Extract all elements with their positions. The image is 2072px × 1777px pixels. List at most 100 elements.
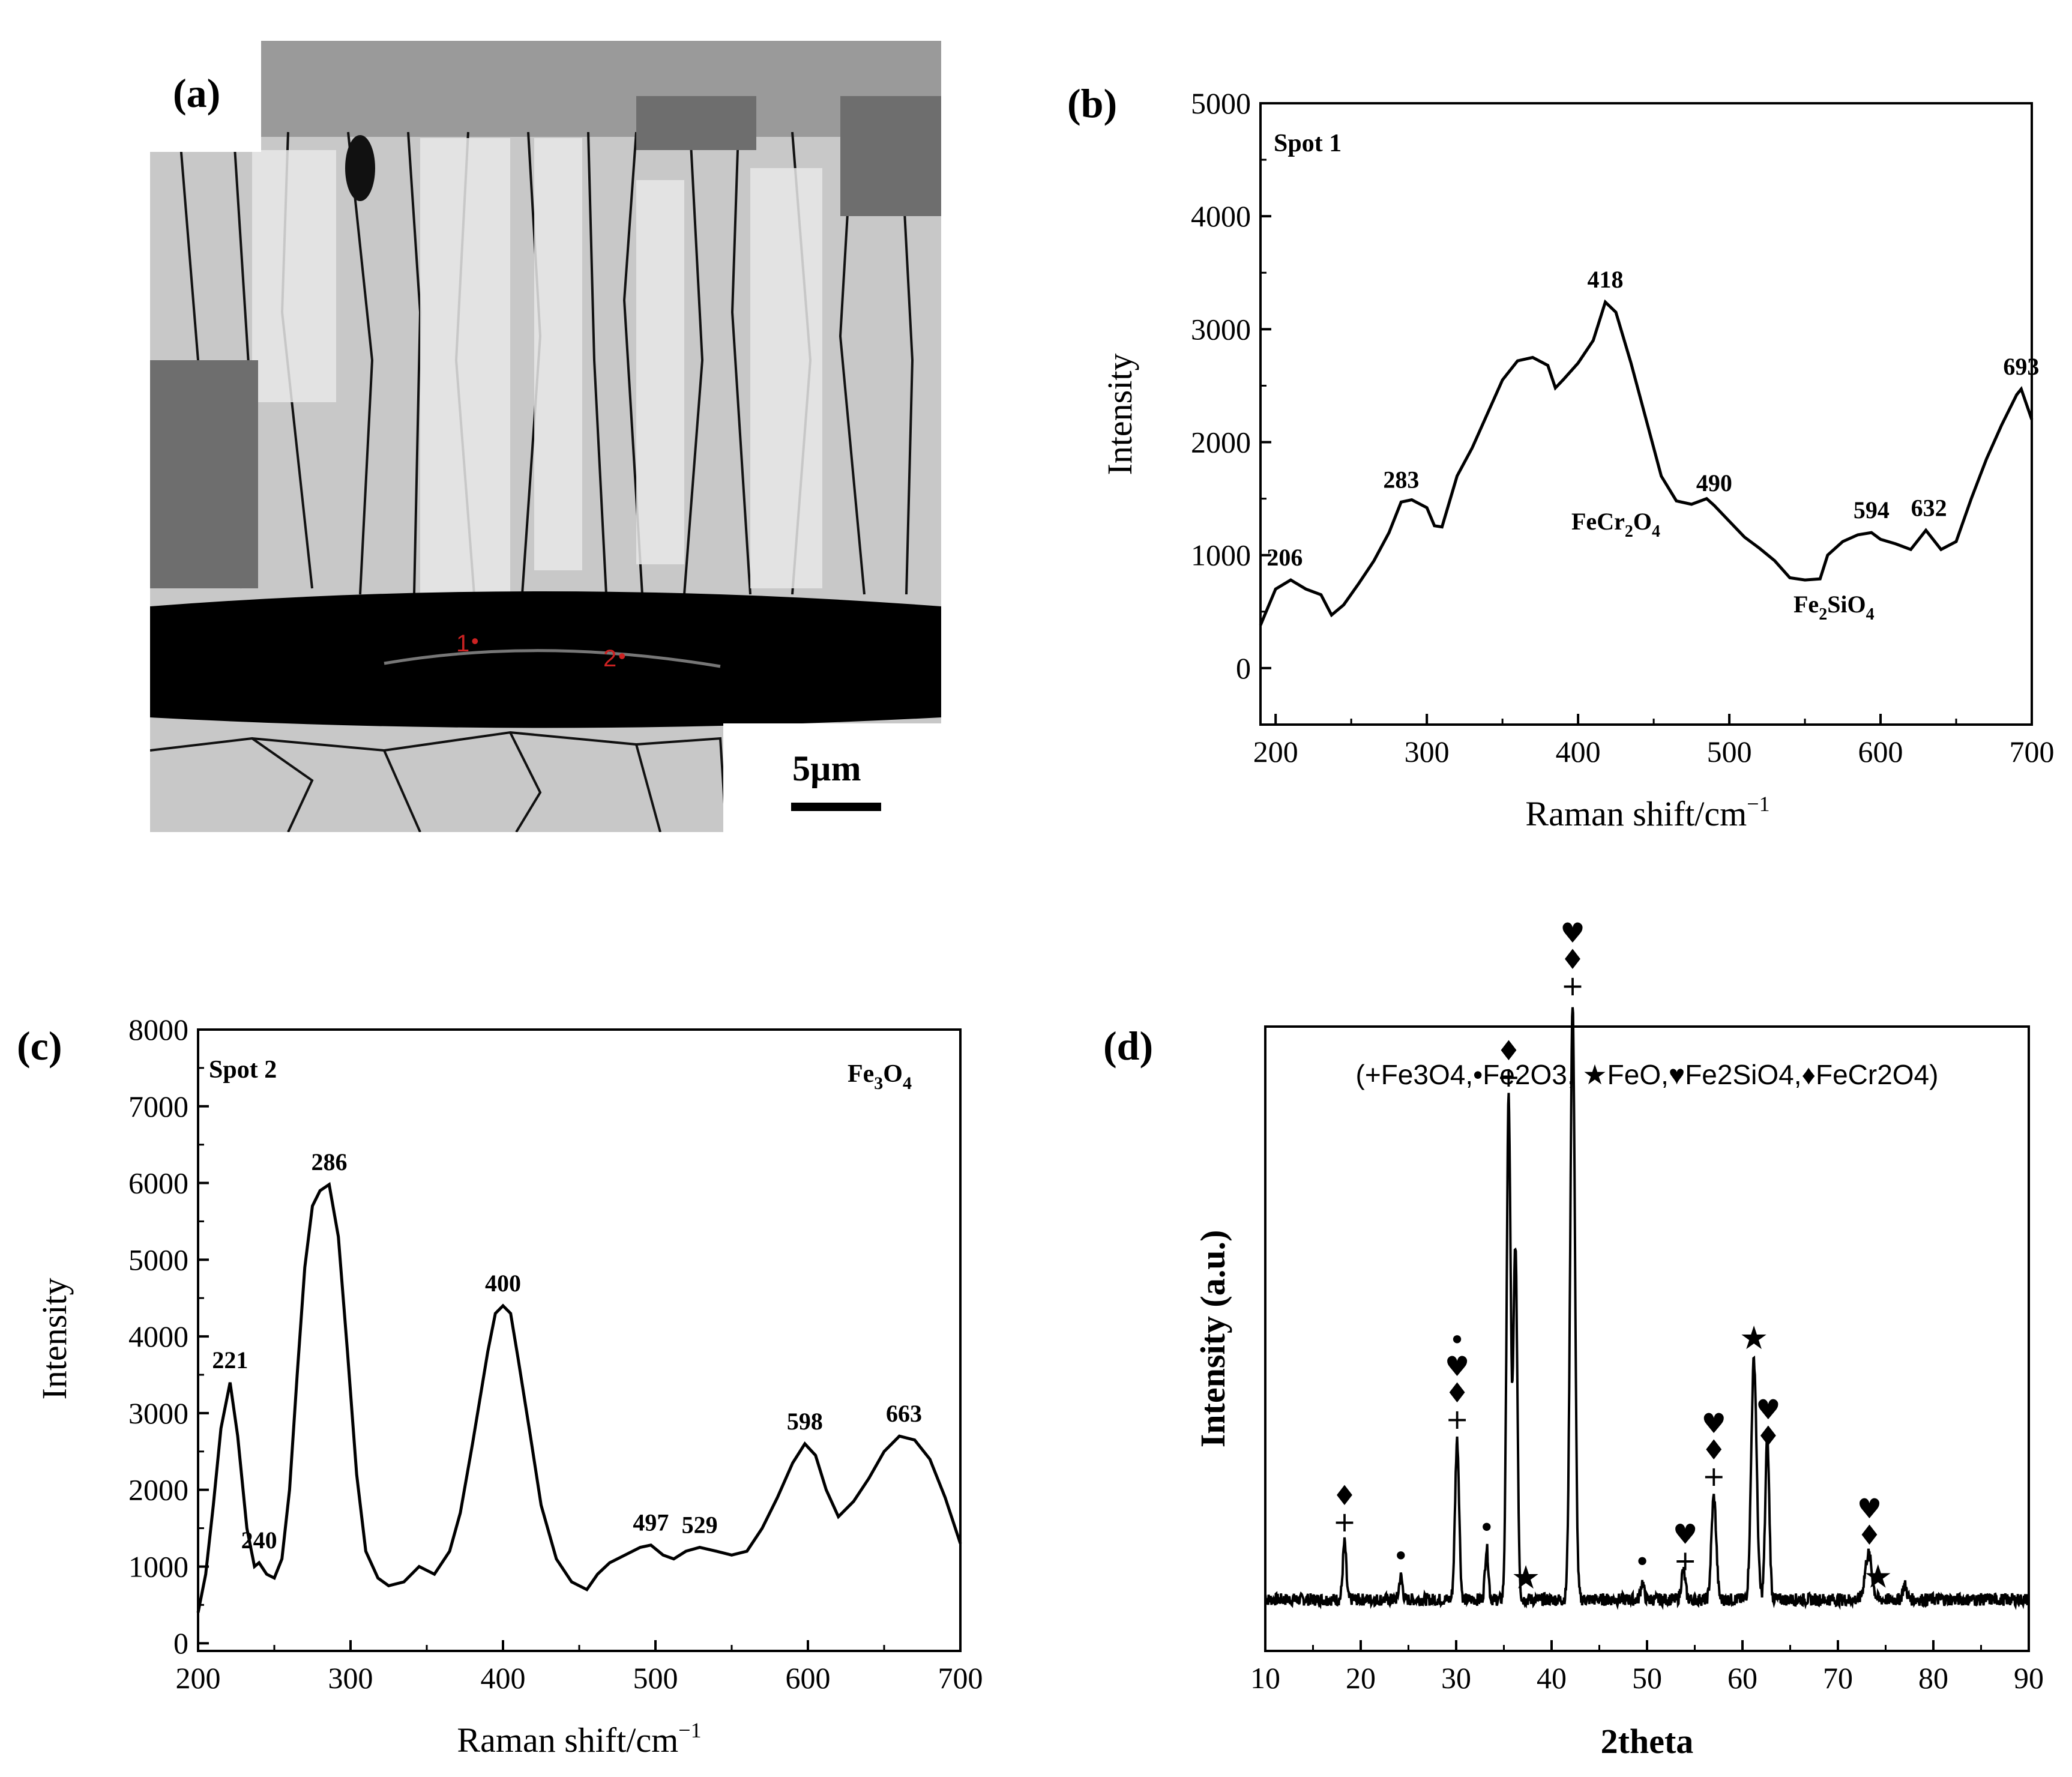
y-tick-label: 1000: [128, 1549, 188, 1583]
x-tick-label: 700: [938, 1661, 983, 1695]
panel-d-ylabel: Intensity (a.u.): [1193, 1230, 1232, 1448]
peak-label: 283: [1383, 466, 1419, 493]
panel-a-label: (a): [173, 70, 220, 116]
panel-d-xrd-line: [1264, 1007, 2030, 1610]
panel-b-peak-labels: 206 283 418 490 594 632 693: [1266, 266, 2039, 571]
panel-c-ticks: [197, 1028, 962, 1651]
phase-marker: ♥: [1673, 1518, 1697, 1551]
sem-substrate-grains: [150, 731, 727, 832]
phase-marker: ♦: [1496, 1034, 1521, 1067]
panel-b-spot-label: Spot 1: [1274, 130, 1342, 157]
panel-c-spot-label: Spot 2: [209, 1056, 277, 1084]
phase-marker: ★: [1739, 1319, 1768, 1357]
y-tick-label: 5000: [128, 1243, 188, 1276]
peak-label: 693: [2003, 353, 2039, 380]
phase-marker: •: [1478, 1512, 1495, 1544]
spot-1-dot: •: [471, 629, 479, 653]
panel-c-chart: (c) 200 300 400 500 600 700010002000300040005…: [17, 1013, 983, 1760]
phase-marker: ♥: [1445, 1350, 1469, 1383]
panel-c-ylabel: Intensity: [35, 1278, 74, 1400]
y-tick-label: 6000: [128, 1166, 188, 1200]
x-tick-label: 20: [1346, 1661, 1376, 1695]
phase-marker: ★: [1864, 1558, 1893, 1596]
peak-label: 206: [1266, 544, 1303, 571]
spot-2-marker: 2: [603, 645, 616, 672]
peak-label: 490: [1696, 469, 1732, 496]
scale-bar-label: 5µm: [792, 749, 861, 788]
phase-marker: +: [1497, 1061, 1520, 1093]
phase-marker: ♦: [1445, 1377, 1469, 1409]
panel-b-spectrum-line: [1259, 299, 2034, 626]
panel-c-tick-labels: 200 300 400 500 600 7000100020003000400050006…: [128, 1013, 983, 1695]
x-tick-label: 200: [1253, 735, 1298, 768]
peak-label: 400: [485, 1270, 521, 1297]
panel-b-frame: [1259, 102, 2033, 726]
panel-a-label-box: [150, 41, 261, 152]
x-tick-label: 40: [1537, 1661, 1567, 1695]
y-tick-label: 2000: [1191, 426, 1251, 459]
y-tick-label: 0: [173, 1626, 188, 1660]
x-tick-label: 300: [328, 1661, 373, 1695]
peak-label: 632: [1911, 494, 1947, 521]
panel-d-legend: (+Fe3O4,•Fe2O3, ★FeO,♥Fe2SiO4,♦FeCr2O4): [1356, 1059, 1939, 1090]
scale-bar: [791, 803, 881, 811]
x-tick-label: 400: [1556, 735, 1601, 768]
peak-label: 221: [212, 1347, 248, 1374]
x-tick-label: 600: [786, 1661, 831, 1695]
x-tick-label: 500: [633, 1661, 678, 1695]
x-tick-label: 90: [2014, 1661, 2044, 1695]
panel-b-tick-labels: 200 300 400 500 600 700 0 1000 2000 3000 4000 5000: [1191, 86, 2055, 768]
phase-marker: •: [1449, 1324, 1465, 1356]
phase-marker: ♦: [1756, 1420, 1780, 1452]
panel-c-frame: [197, 1028, 962, 1652]
panel-c-xlabel: Raman shift/cm−1: [457, 1718, 701, 1760]
y-tick-label: 3000: [1191, 312, 1251, 346]
phase-marker: ♦: [1702, 1434, 1726, 1466]
x-tick-label: 600: [1858, 735, 1903, 768]
phase-marker: +: [1445, 1403, 1469, 1435]
panel-d-chart: (d) 10 20 30 40 50 60 70 80 90 (+Fe3O4,•Fe2O3, ★…: [1103, 917, 2044, 1761]
panel-b-ticks: [1260, 102, 2033, 725]
peak-label: 663: [886, 1400, 922, 1427]
panel-b-label: (b): [1067, 80, 1117, 126]
phase-marker: ♦: [1560, 943, 1585, 976]
phase-marker: ♦: [1857, 1519, 1882, 1551]
panel-b-ylabel: Intensity: [1100, 354, 1139, 475]
panel-c-label: (c): [17, 1023, 62, 1069]
spot-2-dot: •: [618, 644, 626, 668]
phase-marker: •: [1393, 1540, 1409, 1572]
panel-c-spectrum-line: [196, 1181, 962, 1613]
y-tick-label: 3000: [128, 1396, 188, 1430]
y-tick-label: 0: [1236, 651, 1251, 685]
x-tick-label: 10: [1250, 1661, 1280, 1695]
peak-label: 497: [633, 1509, 669, 1536]
sem-light-grains: [252, 138, 822, 594]
phase-marker: ♥: [1560, 917, 1585, 949]
y-tick-label: 5000: [1191, 86, 1251, 120]
x-tick-label: 200: [176, 1661, 221, 1695]
sem-inner-layer: [384, 649, 721, 668]
spot-1-marker: 1: [456, 630, 469, 657]
x-tick-label: 30: [1441, 1661, 1471, 1695]
panel-b-xlabel: Raman shift/cm−1: [1525, 792, 1769, 833]
panel-d-tick-labels: 10 20 30 40 50 60 70 80 90: [1250, 1661, 2044, 1695]
phase-marker: +: [1702, 1460, 1726, 1492]
y-tick-label: 1000: [1191, 539, 1251, 572]
phase-marker: +: [1333, 1506, 1357, 1538]
sem-dark-grains: [150, 96, 941, 588]
scale-bar-box: [723, 723, 941, 832]
peak-label: 418: [1587, 266, 1623, 293]
x-tick-label: 50: [1632, 1661, 1662, 1695]
panel-c-phase-label: Fe3O4: [848, 1060, 912, 1093]
panel-b-chart: (b) 200 300 400 500 600 700 0 1000 2000 3000 4000 5…: [1067, 80, 2055, 833]
phase-marker: ♥: [1756, 1393, 1780, 1426]
peak-label: 240: [241, 1527, 277, 1554]
phase-marker: ♥: [1702, 1407, 1726, 1440]
panel-a-micrograph: 1 • 2 • (a) 5µm: [150, 41, 941, 832]
phase-marker: ♥: [1857, 1492, 1882, 1525]
panel-d-phase-markers: +♦•+♦♥••+♦★+♦♥• +♥+♦♥★♦♥♦♥★: [1332, 917, 1893, 1596]
phase-marker: +: [1561, 970, 1585, 1002]
x-tick-label: 60: [1727, 1661, 1757, 1695]
x-tick-label: 700: [2010, 735, 2055, 768]
